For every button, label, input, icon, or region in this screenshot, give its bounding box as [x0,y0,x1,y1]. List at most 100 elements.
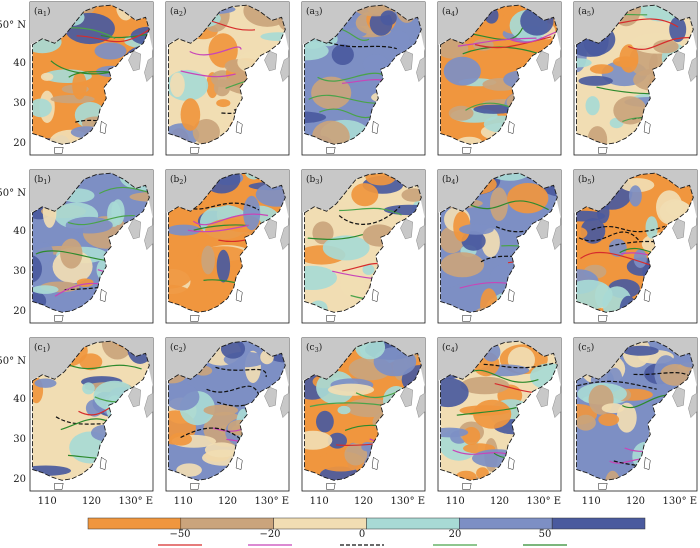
contour-line [456,406,517,416]
land-mass [30,338,153,387]
anomaly-patch [201,245,215,275]
contour-line [339,207,402,216]
taiwan-island [235,456,243,470]
lat-tick-label: 20 [13,306,26,317]
anomaly-patch [578,75,613,86]
lon-tick-label: 110 [446,496,465,507]
contour-line [100,33,150,42]
taiwan-island [507,456,515,470]
contour-line [187,224,249,233]
lon-tick-label: 110 [38,496,57,507]
taiwan-island [643,456,651,470]
anomaly-patch [79,353,103,371]
anomaly-patch [598,413,620,426]
panel-label: (a2) [170,6,187,18]
colorbar-segment [366,517,460,530]
map-panel-a5: (a5) [573,1,698,156]
legend-label: −20 [259,529,280,540]
hainan-island [462,483,472,490]
anomaly-patch [455,470,477,481]
taiwan-island [371,120,379,134]
map-panel-a2: (a2) [165,1,290,156]
land-mass [438,2,561,51]
lon-tick-label: 130° E [527,496,562,507]
china-border [576,4,694,145]
anomaly-patch [455,136,484,145]
anomaly-patch [576,58,592,68]
anomaly-patch [660,364,690,386]
japan-landmass [144,56,154,82]
anomaly-patch [362,264,375,275]
anomaly-patch [203,404,239,416]
contour-line [309,402,382,408]
hainan-island [54,315,64,322]
hainan-island [598,483,608,490]
land-mass [166,170,289,219]
contour-line [180,427,243,441]
japan-landmass [280,56,290,82]
anomaly-patch [473,104,515,114]
anomaly-patch [480,288,498,313]
china-border [440,340,558,481]
panel-label: (c4) [442,342,458,354]
china-border [168,172,286,313]
contour-line [609,240,670,247]
hainan-island [190,147,200,154]
anomaly-patch [620,178,655,193]
anomaly-patch [192,118,220,145]
taiwan-island [99,120,107,134]
panel-label: (b1) [34,174,51,186]
china-border [576,340,694,481]
contour-line [457,37,537,47]
japan-landmass [552,224,562,250]
contour-line [328,41,397,50]
contour-line [466,369,539,383]
hainan-island [190,315,200,322]
map-panel-a4: (a4) [437,1,562,156]
lon-tick-label: 110 [310,496,329,507]
anomaly-patch [129,192,150,202]
anomaly-patch [589,64,614,74]
anomaly-patch [601,403,625,414]
contour-line [591,225,666,233]
anomaly-patch [380,10,397,26]
lon-tick-label: 130° E [119,496,154,507]
panel-grid: (a1) (a2) (a3) (a4) (a5) (b1) (b2) (b3) (b4) (b5)… [29,1,698,492]
anomaly-patch [443,56,481,86]
china-border [440,172,558,313]
anomaly-patch [613,56,639,68]
panel-label: (a1) [34,6,51,18]
taiwan-island [643,288,651,302]
colorbar-segment [273,517,367,530]
contour-line [577,380,657,390]
taiwan-island [371,456,379,470]
taiwan-island [371,288,379,302]
anomaly-patch [530,363,558,390]
land-mass [166,2,289,51]
anomaly-patch [576,414,596,431]
lon-tick-label: 120 [490,496,509,507]
contour-line [180,70,236,78]
contour-line [633,372,694,383]
korea-landmass [128,386,141,408]
lat-tick-label: 50° N [0,20,26,31]
map-panel-b3: (b3) [301,169,426,324]
korea-landmass [264,218,277,240]
anomaly-patch [65,216,113,234]
china-border [32,172,150,313]
land-mass [574,338,697,387]
anomaly-patch [633,249,647,268]
land-mass [30,2,153,51]
contour-line [580,251,653,267]
anomaly-patch [32,255,42,283]
axes-labels: 50° N 40 30 20 50° N 40 30 20 50° N 40 30 20 110 120 1… [0,20,697,507]
map-panel-c4: (c4) [437,337,562,492]
china-border [304,172,422,313]
anomaly-patch [490,187,508,221]
land-mass [302,338,425,387]
anomaly-patch [322,235,370,261]
lon-tick-label: 120 [354,496,373,507]
anomaly-patch [669,16,687,43]
colorbar-segment [87,517,182,530]
